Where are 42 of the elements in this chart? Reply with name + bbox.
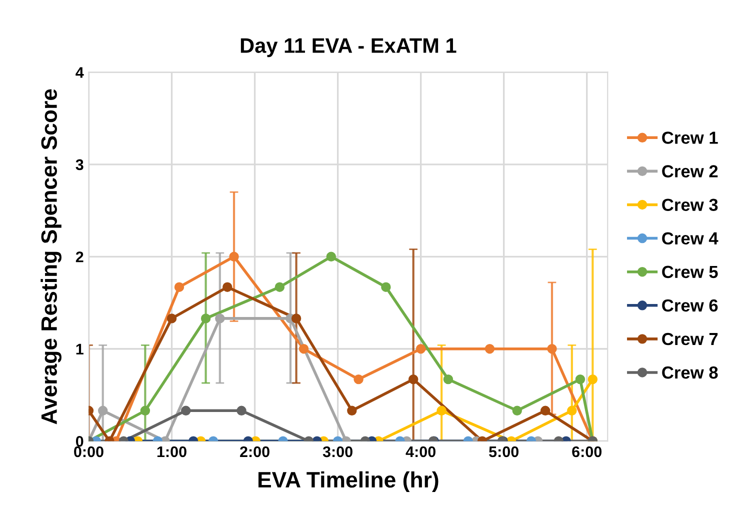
y-tick-label: 3 — [76, 159, 84, 170]
legend-label: Crew 3 — [662, 198, 718, 212]
point — [575, 374, 586, 384]
legend-label: Crew 8 — [662, 366, 718, 379]
chart-title: Day 11 EVA - ExATM 1 — [240, 38, 456, 58]
x-tick-label: 0:00 — [74, 446, 104, 458]
x-axis-title: EVA Timeline (hr) — [258, 471, 438, 492]
point — [298, 344, 309, 354]
y-tick-label: 4 — [76, 67, 84, 78]
legend-label: Crew 6 — [662, 299, 718, 312]
point — [408, 374, 418, 384]
x-tick-label: 4:00 — [406, 446, 436, 458]
y-tick-label: 2 — [76, 252, 84, 262]
point — [291, 314, 302, 324]
y-tick-label: 1 — [76, 344, 84, 354]
point — [326, 252, 336, 262]
point — [274, 282, 285, 292]
legend-label: Crew 2 — [662, 165, 718, 178]
point — [381, 282, 391, 292]
point — [229, 252, 239, 262]
x-tick-label: 5:00 — [489, 446, 519, 458]
legend-label: Crew 4 — [662, 232, 718, 245]
x-tick-label: 3:00 — [322, 446, 352, 458]
point — [354, 374, 364, 384]
point — [166, 314, 177, 324]
legend-label: Crew 7 — [662, 332, 718, 346]
point — [174, 282, 184, 292]
point — [547, 344, 557, 354]
legend-label: Crew 5 — [662, 266, 718, 278]
point — [222, 282, 232, 292]
point — [416, 344, 426, 354]
point — [484, 344, 495, 354]
point — [443, 374, 454, 384]
point — [215, 314, 225, 324]
point — [588, 374, 598, 384]
point — [200, 314, 211, 324]
legend-label: Crew 1 — [662, 132, 718, 144]
x-tick-label: 1:00 — [157, 446, 186, 458]
x-tick-label: 2:00 — [240, 446, 270, 458]
y-axis-title: Average Resting Spencer Score — [40, 89, 62, 424]
y-tick-label: 0 — [76, 436, 84, 447]
x-tick-label: 6:00 — [572, 446, 602, 458]
